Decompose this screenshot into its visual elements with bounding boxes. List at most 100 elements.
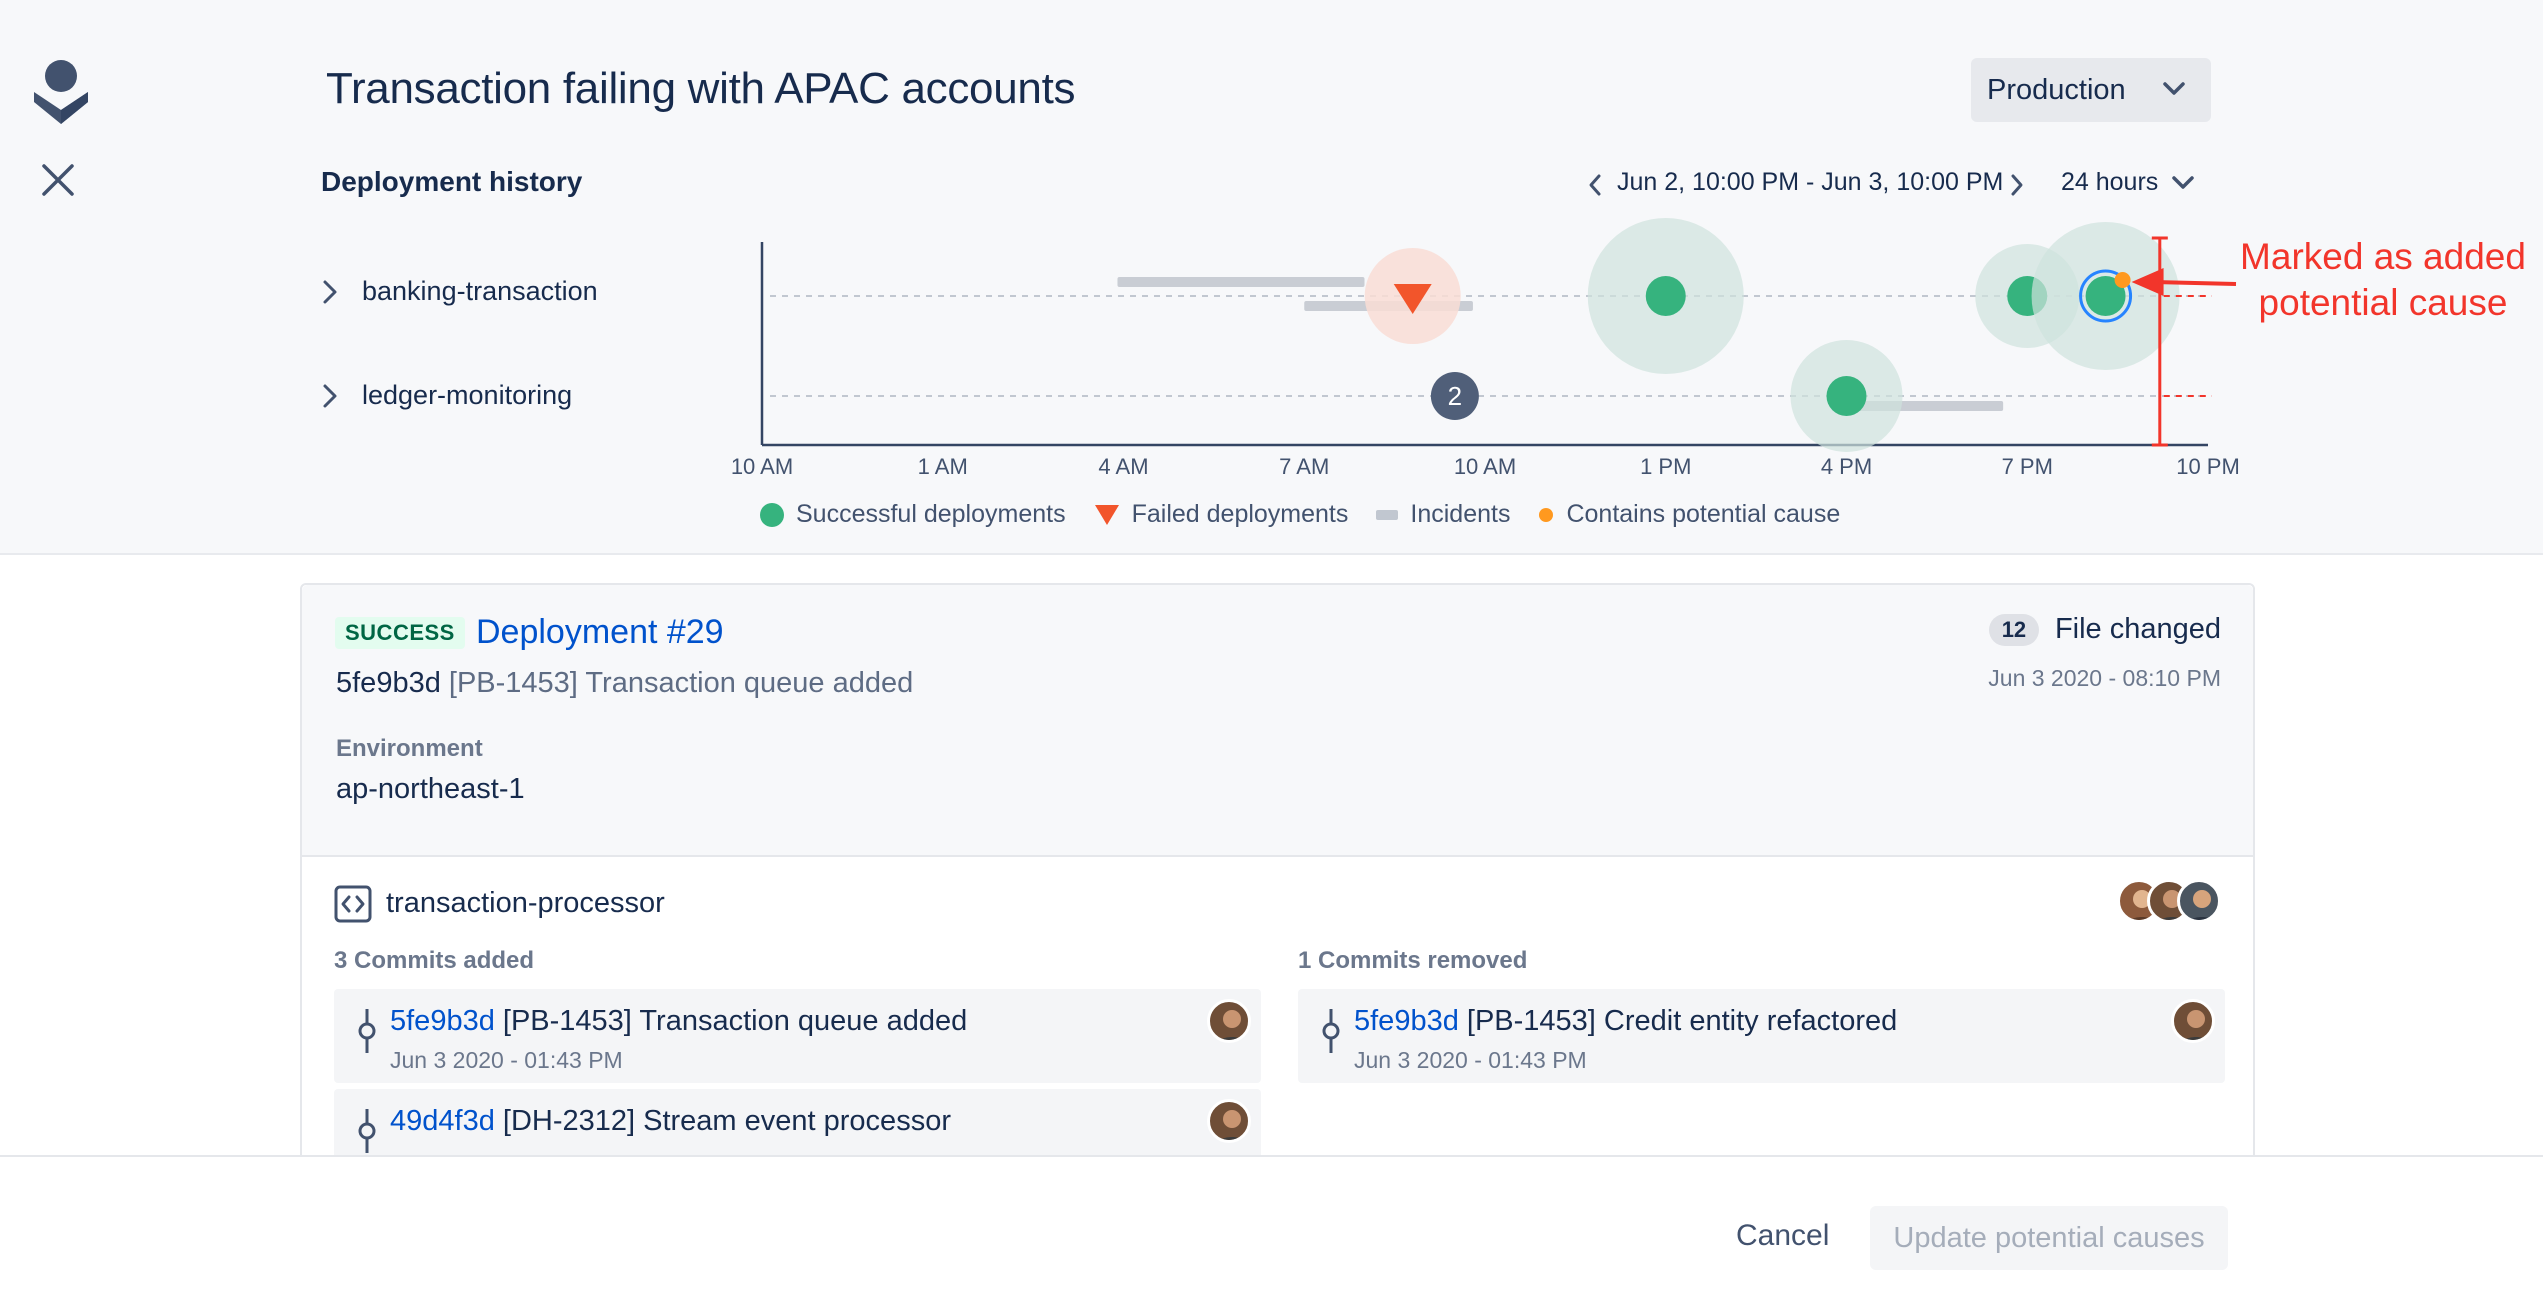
- deployment-title-link[interactable]: Deployment #29: [476, 613, 724, 651]
- environment-value: ap-northeast-1: [336, 773, 525, 805]
- period-select-value: 24 hours: [2061, 168, 2159, 196]
- x-tick-label: 7 PM: [2002, 454, 2053, 479]
- incident-bar: [1117, 277, 1365, 287]
- deployment-summary: SUCCESS Deployment #29 5fe9b3d [PB-1453]…: [302, 585, 2253, 857]
- selected-deployment-ring: [2079, 269, 2133, 323]
- page-title: Transaction failing with APAC accounts: [326, 64, 1076, 113]
- legend-dot-icon: [1539, 507, 1554, 522]
- commit-icon: [358, 1109, 376, 1153]
- avatar: [2177, 879, 2221, 923]
- commit-icon: [1322, 1009, 1340, 1053]
- legend-item-potential-cause: Contains potential cause: [1538, 500, 1840, 529]
- legend-circle-icon: [760, 502, 784, 527]
- chart-legend: Successful deployments Failed deployment…: [760, 500, 1868, 529]
- commit-message: [PB-1453] Credit entity refactored: [1466, 1005, 1898, 1037]
- legend-label: Incidents: [1410, 500, 1511, 528]
- legend-label: Successful deployments: [796, 500, 1066, 528]
- deployment-commit: 5fe9b3d [PB-1453] Transaction queue adde…: [336, 667, 913, 700]
- avatar: [1207, 999, 1251, 1043]
- person-icon: [2190, 890, 2214, 920]
- row-label: ledger-monitoring: [362, 380, 573, 410]
- commit-date: Jun 3 2020 - 01:43 PM: [390, 1047, 623, 1073]
- date-range: Jun 2, 10:00 PM - Jun 3, 10:00 PM: [1617, 168, 2004, 196]
- row-toggle-banking-transaction[interactable]: banking-transaction: [322, 276, 598, 307]
- close-icon[interactable]: [40, 162, 76, 198]
- chevron-right-icon: [323, 280, 337, 303]
- x-tick-label: 7 AM: [1279, 454, 1329, 479]
- x-tick-label: 1 AM: [918, 454, 968, 479]
- commit-icon: [358, 1009, 376, 1053]
- commit-sha-link[interactable]: 5fe9b3d: [390, 1005, 495, 1037]
- x-tick-label: 4 AM: [1098, 454, 1148, 479]
- environment-select-value: Production: [1987, 73, 2126, 106]
- x-tick-label: 10 PM: [2176, 454, 2240, 479]
- successful-deployment-marker: [1826, 376, 1867, 416]
- files-changed-label: File changed: [2054, 613, 2221, 645]
- repository-name: transaction-processor: [386, 887, 665, 919]
- legend-label: Failed deployments: [1131, 500, 1349, 528]
- update-potential-causes-button[interactable]: Update potential causes: [1870, 1206, 2228, 1270]
- successful-deployment-marker: [1645, 276, 1686, 316]
- row-toggle-ledger-monitoring[interactable]: ledger-monitoring: [322, 380, 572, 411]
- annotation-callout: Marked as added potential cause: [2238, 234, 2528, 326]
- annotation-line: Marked as added: [2240, 236, 2526, 277]
- person-icon: [1220, 1110, 1244, 1140]
- code-repository-icon: [334, 885, 372, 923]
- successful-deployment-marker: [2085, 276, 2126, 316]
- status-badge: SUCCESS: [335, 617, 465, 649]
- chevron-down-icon: [2172, 175, 2195, 189]
- range-next-icon[interactable]: [2002, 170, 2032, 200]
- cancel-button[interactable]: Cancel: [1736, 1219, 1830, 1252]
- x-tick-label: 10 AM: [1454, 454, 1516, 479]
- dialog-footer: Cancel Update potential causes: [0, 1155, 2543, 1309]
- person-icon: [2184, 1010, 2208, 1040]
- person-icon: [1220, 1010, 1244, 1040]
- deployment-cluster-marker: [1430, 372, 1479, 420]
- annotation-arrow-head: [2131, 268, 2164, 296]
- commits-added-title: 3 Commits added: [334, 947, 535, 974]
- potential-cause-dot: [2114, 272, 2131, 288]
- commit-line: 5fe9b3d [PB-1453] Credit entity refactor…: [1354, 1005, 1897, 1038]
- commit-item[interactable]: 5fe9b3d [PB-1453] Transaction queue adde…: [334, 989, 1261, 1083]
- commit-message: [PB-1453] Transaction queue added: [502, 1005, 968, 1037]
- legend-bar-icon: [1376, 509, 1399, 520]
- commit-date: Jun 3 2020 - 01:43 PM: [1354, 1047, 1587, 1073]
- commit-message: [DH-2312] Stream event processor: [502, 1105, 951, 1137]
- deployment-sha: 5fe9b3d: [336, 667, 441, 699]
- legend-item-successful: Successful deployments: [760, 500, 1066, 529]
- x-tick-label: 1 PM: [1640, 454, 1691, 479]
- x-tick-label: 4 PM: [1821, 454, 1872, 479]
- x-tick-label: 10 AM: [731, 454, 793, 479]
- commit-line: 5fe9b3d [PB-1453] Transaction queue adde…: [390, 1005, 967, 1038]
- environment-label: Environment: [336, 735, 483, 762]
- legend-label: Contains potential cause: [1566, 500, 1841, 528]
- failed-deployment-marker: [1393, 284, 1432, 314]
- legend-item-incidents: Incidents: [1376, 500, 1510, 529]
- files-changed: 12 File changed: [1988, 613, 2221, 646]
- person-icon: [2130, 890, 2154, 920]
- period-select[interactable]: 24 hours: [2061, 168, 2195, 197]
- commit-sha-link[interactable]: 49d4f3d: [390, 1105, 495, 1137]
- legend-item-failed: Failed deployments: [1094, 500, 1349, 529]
- row-label: banking-transaction: [362, 276, 598, 306]
- commit-sha-link[interactable]: 5fe9b3d: [1354, 1005, 1459, 1037]
- annotation-arrow-line: [2153, 280, 2237, 286]
- environment-select[interactable]: Production: [1971, 58, 2211, 122]
- legend-triangle-icon: [1094, 504, 1119, 525]
- chevron-right-icon: [323, 384, 337, 407]
- section-title: Deployment history: [321, 166, 583, 197]
- commit-item[interactable]: 5fe9b3d [PB-1453] Credit entity refactor…: [1298, 989, 2225, 1083]
- app-logo-icon: [34, 60, 88, 124]
- deployment-chart: 10 AM 1 AM 4 AM 7 AM 10 AM 1 PM 4 PM 7 PM 10 PM 2: [731, 218, 2240, 479]
- commit-line: 49d4f3d [DH-2312] Stream event processor: [390, 1105, 951, 1138]
- commits-removed-title: 1 Commits removed: [1298, 947, 1528, 974]
- annotation-line: potential cause: [2258, 282, 2508, 323]
- avatar: [2171, 999, 2215, 1043]
- chevron-down-icon: [2163, 82, 2185, 95]
- files-count-badge: 12: [1988, 613, 2039, 646]
- range-prev-icon[interactable]: [1580, 170, 1610, 200]
- deployment-cluster-count: 2: [1448, 381, 1462, 411]
- avatar: [1207, 1099, 1251, 1143]
- contributor-avatars: [2117, 879, 2221, 923]
- deployment-message: [PB-1453] Transaction queue added: [448, 667, 914, 699]
